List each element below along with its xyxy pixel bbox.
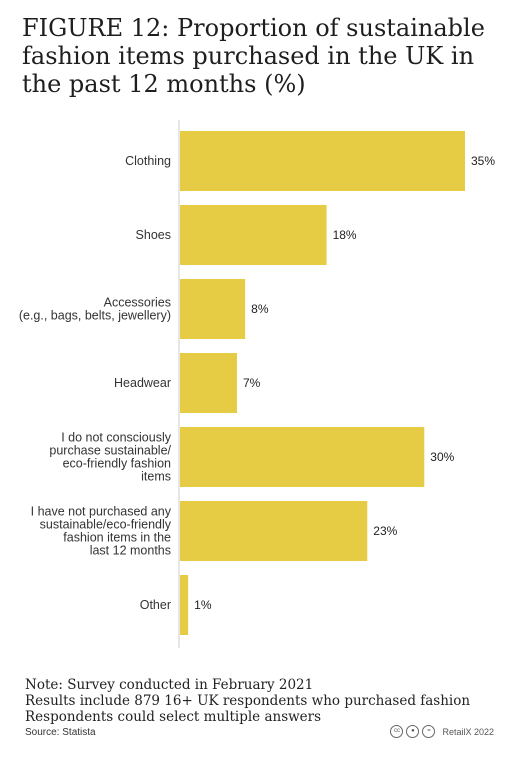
equal-icon: = bbox=[422, 725, 436, 738]
note-multiple-answers: Respondents could select multiple answer… bbox=[25, 709, 322, 725]
value-label: 23% bbox=[373, 524, 397, 538]
credit: cc ● = RetailX 2022 bbox=[390, 725, 494, 738]
value-label: 18% bbox=[333, 228, 357, 242]
credit-text: RetailX 2022 bbox=[442, 726, 494, 737]
value-label: 1% bbox=[194, 598, 212, 612]
note-respondents: Results include 879 16+ UK respondents w… bbox=[25, 693, 471, 709]
value-label: 8% bbox=[251, 302, 269, 316]
category-label: Accessories (e.g., bags, belts, jewellery… bbox=[19, 296, 171, 323]
category-label: Headwear bbox=[114, 376, 171, 390]
bar bbox=[180, 501, 368, 561]
category-label: I have not purchased any sustainable/eco-… bbox=[31, 505, 172, 558]
category-label: Other bbox=[140, 598, 171, 612]
category-label: Clothing bbox=[125, 154, 171, 168]
chart-title: FIGURE 12: Proportion of sustainable fas… bbox=[22, 14, 485, 98]
attribution-icon: ● bbox=[406, 725, 420, 738]
bar-chart: 35% Clothing 18% Shoes 8% Accessories (e.g., b… bbox=[19, 120, 495, 648]
bar bbox=[180, 131, 465, 191]
bar bbox=[180, 427, 425, 487]
source-text: Source: Statista bbox=[25, 727, 96, 738]
bar bbox=[180, 353, 237, 413]
category-label: I do not consciously purchase sustainable… bbox=[49, 431, 171, 484]
value-label: 35% bbox=[471, 154, 495, 168]
cc-icon: cc bbox=[390, 725, 404, 738]
value-label: 7% bbox=[243, 376, 261, 390]
bar bbox=[180, 575, 189, 635]
value-label: 30% bbox=[430, 450, 454, 464]
bar bbox=[180, 205, 327, 265]
bar bbox=[180, 279, 246, 339]
note-survey-date: Note: Survey conducted in February 2021 bbox=[25, 677, 314, 693]
chart-notes: Note: Survey conducted in February 2021 … bbox=[25, 677, 470, 725]
category-label: Shoes bbox=[136, 228, 171, 242]
